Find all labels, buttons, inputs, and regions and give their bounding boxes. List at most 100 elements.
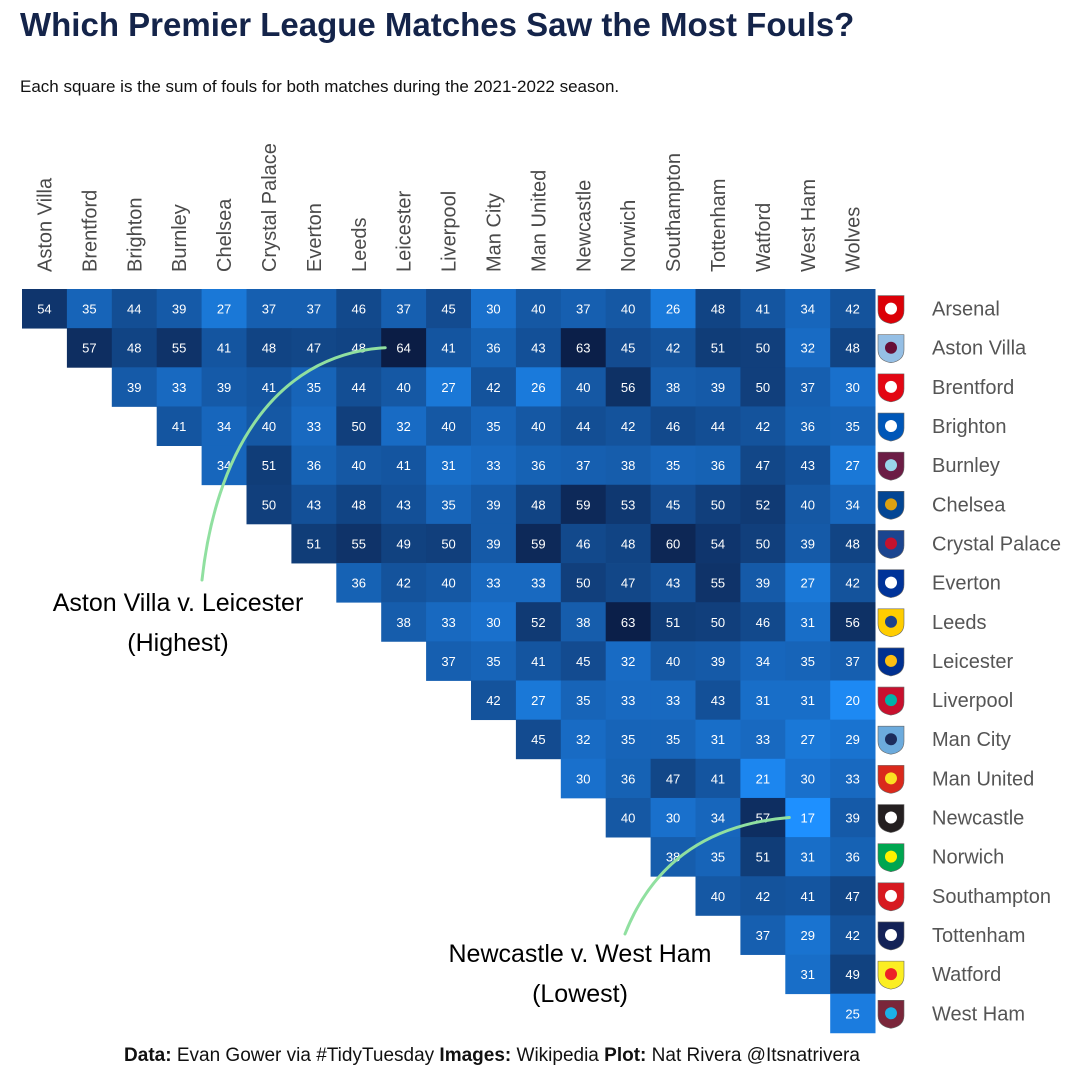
heatmap-cell [291,367,337,407]
cell-value-label: 17 [801,811,815,826]
heatmap-cell [695,484,741,525]
heatmap-cell [246,406,292,446]
cell-value-label: 20 [845,693,859,708]
heatmap-cell [605,328,651,368]
heatmap-cell [605,445,651,486]
heatmap-cell [66,289,113,329]
cell-value-label: 48 [352,497,366,512]
column-label-man-city: Man City [483,193,505,272]
heatmap-cell [66,328,113,368]
liverpool-crest-icon [877,686,905,716]
southampton-crest-icon [877,882,905,912]
heatmap-cell [650,758,696,799]
column-label-leicester: Leicester [394,191,416,272]
heatmap-cell [740,328,786,368]
heatmap-cell [830,563,876,603]
everton-crest-icon [877,569,905,598]
cell-value-label: 40 [531,419,545,434]
heatmap-cell [695,445,741,486]
cell-value-label: 35 [441,497,455,512]
heatmap-cell [605,641,651,681]
heatmap-cell [246,328,292,368]
heatmap-cell [830,680,876,721]
heatmap-cell [426,328,472,368]
cell-value-label: 33 [486,458,500,473]
crest-emblem [885,654,897,667]
cell-value-label: 41 [801,889,815,904]
cell-value-label: 50 [441,536,455,551]
cell-value-label: 35 [711,850,725,865]
heatmap-cell [426,523,472,564]
column-label-wolves: Wolves [843,207,865,272]
caption-images-text: Wikipedia [511,1045,605,1066]
cell-value-label: 37 [576,302,590,317]
cell-value-label: 36 [307,458,321,473]
cell-value-label: 31 [801,850,815,865]
column-label-liverpool: Liverpool [439,191,461,272]
heatmap-cell [156,289,202,329]
heatmap-cell [785,602,831,642]
cell-value-label: 31 [441,458,455,473]
row-label-leeds: Leeds [932,612,987,634]
row-label-brentford: Brentford [932,377,1014,399]
cell-value-label: 37 [801,380,815,395]
cell-value-label: 33 [756,732,770,747]
cell-value-label: 40 [621,302,635,317]
crest-emblem [885,928,897,941]
cell-value-label: 45 [531,732,545,747]
row-label-newcastle: Newcastle [932,808,1024,830]
heatmap-cell [22,289,68,329]
cell-value-label: 53 [621,497,635,512]
cell-value-label: 34 [845,497,859,512]
cell-value-label: 63 [576,341,590,356]
heatmap-cell [471,484,517,525]
cell-value-label: 33 [845,771,859,786]
cell-value-label: 50 [711,497,725,512]
cell-value-label: 40 [352,458,366,473]
cell-value-label: 40 [396,380,410,395]
heatmap-cell [426,563,472,603]
leicester-crest-icon [877,647,905,677]
heatmap-cell [336,484,382,525]
crest-emblem [885,459,897,472]
cell-value-label: 30 [576,771,590,786]
heatmap-cell [830,289,876,329]
cell-value-label: 41 [531,654,545,669]
cell-value-label: 48 [531,497,545,512]
heatmap-cell [785,328,831,368]
heatmap-cell [740,563,786,603]
heatmap-cell [560,563,607,603]
cell-value-label: 49 [396,536,410,551]
heatmap-cell [695,328,741,368]
cell-value-label: 43 [307,497,321,512]
crest-emblem [885,968,897,981]
annotation-label: Aston Villa v. Leicester [53,589,304,617]
cell-value-label: 34 [711,811,725,826]
cell-value-label: 33 [172,380,186,395]
cell-value-label: 42 [666,341,680,356]
crest-emblem [885,302,897,315]
cell-value-label: 47 [621,576,635,591]
cell-value-label: 45 [576,654,590,669]
cell-value-label: 36 [531,458,545,473]
cell-value-label: 30 [486,615,500,630]
crystal-palace-crest-icon [877,530,905,559]
crest-emblem [885,811,897,824]
heatmap-cell [785,289,831,329]
heatmap-cell [560,680,607,721]
cell-value-label: 42 [845,928,859,943]
cell-value-label: 44 [127,302,141,317]
cell-value-label: 40 [441,576,455,591]
heatmap-cell [336,523,382,564]
cell-value-label: 39 [711,654,725,669]
cell-value-label: 46 [666,419,680,434]
heatmap-cell [156,367,202,407]
cell-value-label: 43 [801,458,815,473]
cell-value-label: 39 [217,380,231,395]
cell-value-label: 43 [531,341,545,356]
heatmap-cell [291,289,337,329]
column-label-everton: Everton [304,203,326,272]
cell-value-label: 38 [576,615,590,630]
heatmap-cell [426,641,472,681]
cell-value-label: 27 [845,458,859,473]
